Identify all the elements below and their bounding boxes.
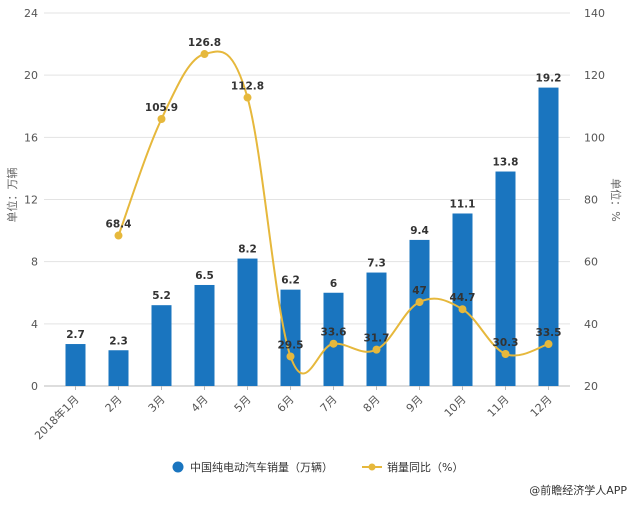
- grid: 0 4 8 12 16 20 24 20 40 60 80 100 120 140: [24, 7, 605, 393]
- legend: 中国纯电动汽车销量（万辆） 销量同比（%）: [172, 460, 463, 474]
- bar: [194, 284, 215, 386]
- bar-data-label: 11.1: [450, 198, 476, 210]
- bar: [108, 350, 129, 386]
- line-data-label: 29.5: [278, 339, 304, 351]
- line-point: [544, 340, 553, 349]
- x-tick-label: 3月: [146, 393, 168, 415]
- bar-data-label: 6.2: [281, 275, 300, 287]
- y-left-tick: 12: [24, 194, 38, 207]
- bar: [452, 213, 473, 386]
- bar: [495, 171, 516, 386]
- x-tick-label: 6月: [275, 393, 297, 415]
- bar-data-label: 7.3: [367, 258, 386, 270]
- y-right-tick: 100: [584, 131, 605, 144]
- y-left-tick: 4: [31, 318, 38, 331]
- line-data-label: 33.5: [536, 327, 562, 339]
- bar: [237, 258, 258, 386]
- y-right-label: 单位：%: [609, 178, 623, 221]
- y-right-tick: 120: [584, 69, 605, 82]
- line-data-label: 105.9: [145, 102, 178, 114]
- line-data-label: 47: [412, 285, 427, 297]
- line-data-label: 30.3: [493, 337, 519, 349]
- x-tick-label: 10月: [442, 393, 469, 420]
- y-left-tick: 16: [24, 131, 38, 144]
- line-data-label: 68.4: [106, 219, 132, 231]
- y-left-tick: 20: [24, 69, 38, 82]
- bar-data-label: 9.4: [410, 225, 429, 237]
- bar-data-label: 6.5: [195, 270, 214, 282]
- bar-data-label: 13.8: [493, 157, 519, 169]
- bar: [280, 289, 301, 386]
- line-point: [286, 352, 295, 361]
- bar: [409, 239, 430, 386]
- legend-bar-label: 中国纯电动汽车销量（万辆）: [190, 460, 333, 474]
- y-right-tick: 140: [584, 7, 605, 20]
- bar-data-label: 2.3: [109, 335, 128, 347]
- y-left-tick: 8: [31, 256, 38, 269]
- y-left-label: 单位：万辆: [5, 168, 19, 223]
- line-data-label: 126.8: [188, 37, 221, 49]
- y-right-tick: 80: [584, 194, 598, 207]
- x-tick-label: 5月: [232, 393, 254, 415]
- x-tick-label: 7月: [318, 393, 340, 415]
- x-ticks: 2018年1月 2月 3月 4月 5月 6月 7月 8月 9月 10月 11月 12月: [31, 386, 555, 442]
- legend-bar-marker: [172, 461, 184, 473]
- bar: [538, 87, 559, 386]
- line-point: [243, 93, 252, 102]
- line-data-label: 112.8: [231, 81, 264, 93]
- line-series: 68.4 105.9 126.8 112.8 29.5 33.6 31.7 47 44.7 30.…: [106, 37, 562, 375]
- line-data-label: 31.7: [364, 333, 390, 345]
- line-point: [372, 345, 381, 354]
- x-tick-label: 2018年1月: [31, 392, 81, 442]
- y-right-tick: 20: [584, 380, 598, 393]
- bar-data-label: 19.2: [536, 73, 562, 85]
- y-right-tick: 40: [584, 318, 598, 331]
- line-point: [114, 231, 123, 240]
- line-point: [200, 50, 209, 59]
- legend-line-label: 销量同比（%）: [387, 460, 463, 474]
- line-data-label: 44.7: [450, 292, 476, 304]
- x-tick-label: 8月: [361, 393, 383, 415]
- line-point: [329, 339, 338, 348]
- x-tick-label: 2月: [103, 393, 125, 415]
- line-point: [458, 305, 467, 314]
- y-right-tick: 60: [584, 256, 598, 269]
- y-left-tick: 24: [24, 7, 38, 20]
- legend-line-dot: [368, 463, 376, 471]
- x-tick-label: 11月: [485, 393, 512, 420]
- y-left-tick: 0: [31, 380, 38, 393]
- line-point: [157, 114, 166, 123]
- bar-data-label: 8.2: [238, 244, 257, 256]
- bar-data-label: 5.2: [152, 290, 171, 302]
- x-tick-label: 9月: [404, 393, 426, 415]
- bar: [65, 344, 86, 386]
- bar-data-label: 6: [330, 278, 337, 290]
- line-point: [415, 298, 424, 307]
- x-tick-label: 4月: [189, 393, 211, 415]
- bar: [323, 292, 344, 386]
- line-data-label: 33.6: [321, 327, 347, 339]
- x-tick-label: 12月: [528, 393, 555, 420]
- line-point: [501, 349, 510, 358]
- bars: 2.7 2.3 5.2 6.5 8.2 6.2 6 7.3 9.4 11.1 13.8 19.2: [65, 73, 562, 386]
- source-label: @前瞻经济学人APP: [529, 483, 627, 497]
- bar: [151, 305, 172, 386]
- bar: [366, 272, 387, 386]
- bar-data-label: 2.7: [66, 329, 85, 341]
